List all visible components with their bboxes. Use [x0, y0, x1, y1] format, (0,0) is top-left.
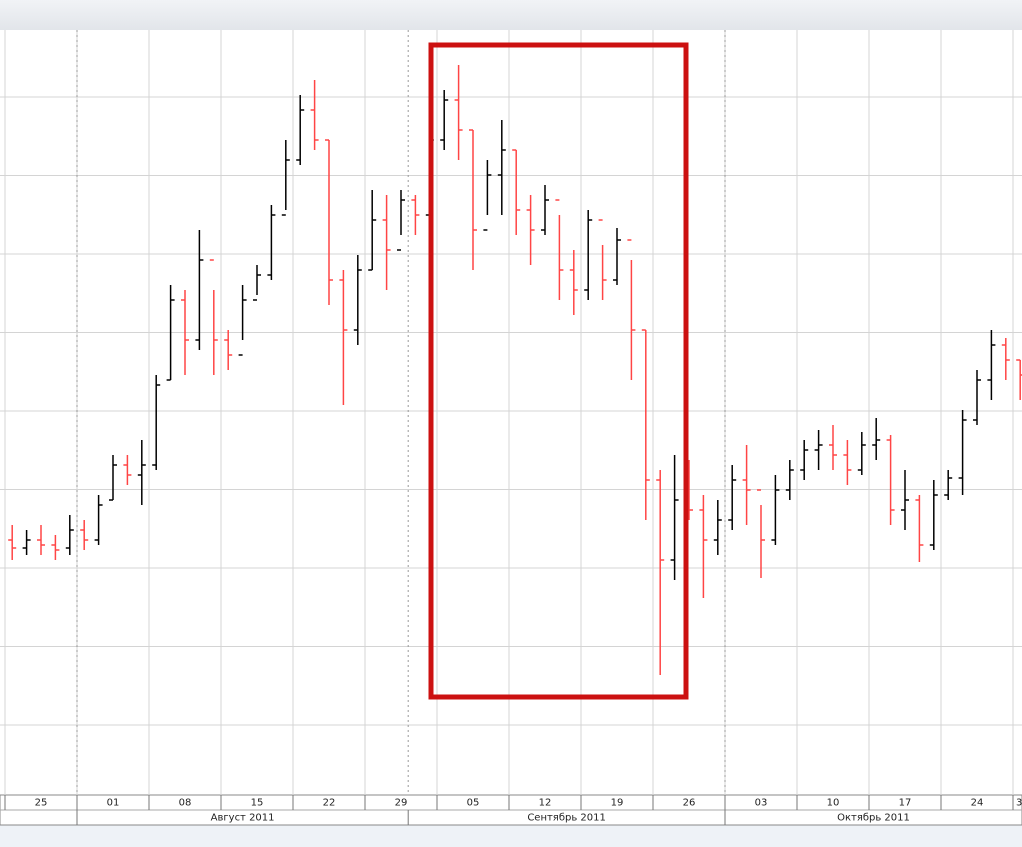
- top-band: [0, 0, 1022, 30]
- x-tick-label: 25: [35, 798, 48, 809]
- month-label: Август 2011: [211, 813, 275, 824]
- x-tick-label: 26: [683, 798, 696, 809]
- x-tick-label: 10: [827, 798, 840, 809]
- x-tick-label: 31: [1016, 798, 1022, 809]
- x-tick-label: 05: [467, 798, 480, 809]
- x-tick-label: 01: [107, 798, 120, 809]
- plot-area: [0, 30, 1022, 795]
- x-tick-label: 29: [395, 798, 408, 809]
- x-tick-label: 03: [755, 798, 768, 809]
- month-label: Октябрь 2011: [837, 813, 910, 824]
- x-tick-label: 17: [899, 798, 912, 809]
- x-tick-label: 24: [971, 798, 984, 809]
- x-tick-label: 22: [323, 798, 336, 809]
- x-tick-label: 12: [539, 798, 552, 809]
- x-tick-label: 19: [611, 798, 624, 809]
- x-tick-label: 15: [251, 798, 264, 809]
- axis-labels: 25 01 08 15 22 29 05 12 19 26 03 10 17 24 31 Август 201…: [4, 795, 1022, 825]
- x-tick-label: 08: [179, 798, 192, 809]
- month-label: Сентябрь 2011: [527, 813, 606, 824]
- grid: [0, 30, 1022, 795]
- highlight-box: [428, 42, 689, 700]
